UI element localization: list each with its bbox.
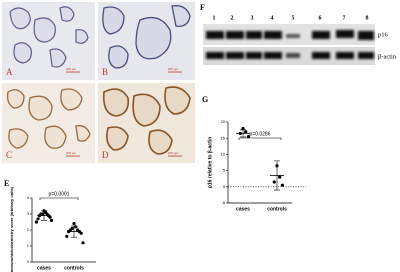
annotation: p=0.0001 bbox=[49, 191, 70, 197]
panel-label: E bbox=[4, 179, 9, 188]
data-point bbox=[74, 225, 78, 229]
data-point bbox=[48, 215, 52, 219]
y-tick-label: 20 bbox=[221, 119, 226, 124]
y-tick-label: -5 bbox=[221, 200, 225, 205]
lane-number: 7 bbox=[343, 15, 346, 21]
panel-label: A bbox=[6, 67, 13, 77]
data-point bbox=[34, 220, 39, 224]
panel-label: C bbox=[6, 150, 12, 160]
x-tick-label: controls bbox=[64, 265, 84, 271]
lane-number: 2 bbox=[231, 15, 234, 21]
error-bar bbox=[274, 160, 280, 191]
panel-label: F bbox=[200, 3, 205, 12]
data-point bbox=[81, 241, 85, 245]
lane-number: 4 bbox=[271, 15, 274, 21]
y-tick-label: 15 bbox=[221, 135, 226, 140]
error-bar bbox=[240, 129, 246, 138]
x-tick-label: cases bbox=[37, 265, 51, 271]
x-tick-label: cases bbox=[236, 206, 250, 212]
scale-bar-label: 200 μm bbox=[66, 67, 77, 71]
lane-number: 1 bbox=[213, 15, 216, 21]
significance-bracket bbox=[39, 197, 79, 200]
y-tick-label: 10 bbox=[221, 151, 226, 156]
data-point bbox=[244, 130, 248, 134]
data-point bbox=[280, 183, 284, 187]
row-label: p16 bbox=[378, 31, 389, 38]
y-tick-label: 5 bbox=[223, 168, 226, 173]
western-blot: F bbox=[200, 3, 375, 65]
panel-label: G bbox=[202, 95, 208, 104]
data-point bbox=[49, 218, 54, 222]
y-tick-label: 0 bbox=[27, 259, 30, 264]
scale-bar-label: 200 μm bbox=[168, 67, 179, 71]
panel-label: B bbox=[102, 67, 108, 77]
data-point bbox=[72, 222, 76, 226]
lane-number: 5 bbox=[292, 15, 295, 21]
lane-number: 6 bbox=[319, 15, 322, 21]
data-point bbox=[278, 175, 282, 179]
y-axis-label: Immunohistochemistry score (arbitrary un… bbox=[9, 186, 14, 272]
scale-bar-label: 200 μm bbox=[66, 151, 77, 155]
lane-number: 8 bbox=[366, 15, 369, 21]
y-tick-label: 2 bbox=[27, 227, 30, 232]
data-point bbox=[79, 231, 83, 235]
y-tick-label: 1 bbox=[27, 243, 30, 248]
error-bar bbox=[41, 210, 47, 221]
data-point bbox=[246, 134, 250, 139]
y-axis-label: p16 relative to β-actin bbox=[207, 137, 213, 188]
y-tick-label: 0 bbox=[223, 184, 226, 189]
x-tick-label: controls bbox=[267, 206, 287, 212]
micrograph-d: D 200 μm bbox=[98, 83, 195, 163]
data-point bbox=[65, 234, 69, 238]
lane-number: 3 bbox=[251, 15, 254, 21]
micrograph-b: B 200 μm bbox=[98, 2, 195, 80]
annotation: p=0.0286 bbox=[250, 131, 271, 137]
data-point bbox=[36, 217, 40, 221]
y-tick-label: 4 bbox=[27, 195, 30, 200]
y-tick-label: 3 bbox=[27, 211, 30, 216]
micrograph-c: C 200 μm bbox=[2, 83, 95, 163]
row-label: β-actin bbox=[378, 53, 397, 60]
error-bar bbox=[71, 225, 77, 238]
data-point bbox=[272, 180, 276, 184]
data-point bbox=[241, 126, 245, 131]
panel-label: D bbox=[102, 150, 109, 160]
scale-bar-label: 200 μm bbox=[168, 151, 179, 155]
micrograph-a: A 200 μm bbox=[2, 2, 95, 80]
significance-bracket bbox=[238, 137, 282, 140]
